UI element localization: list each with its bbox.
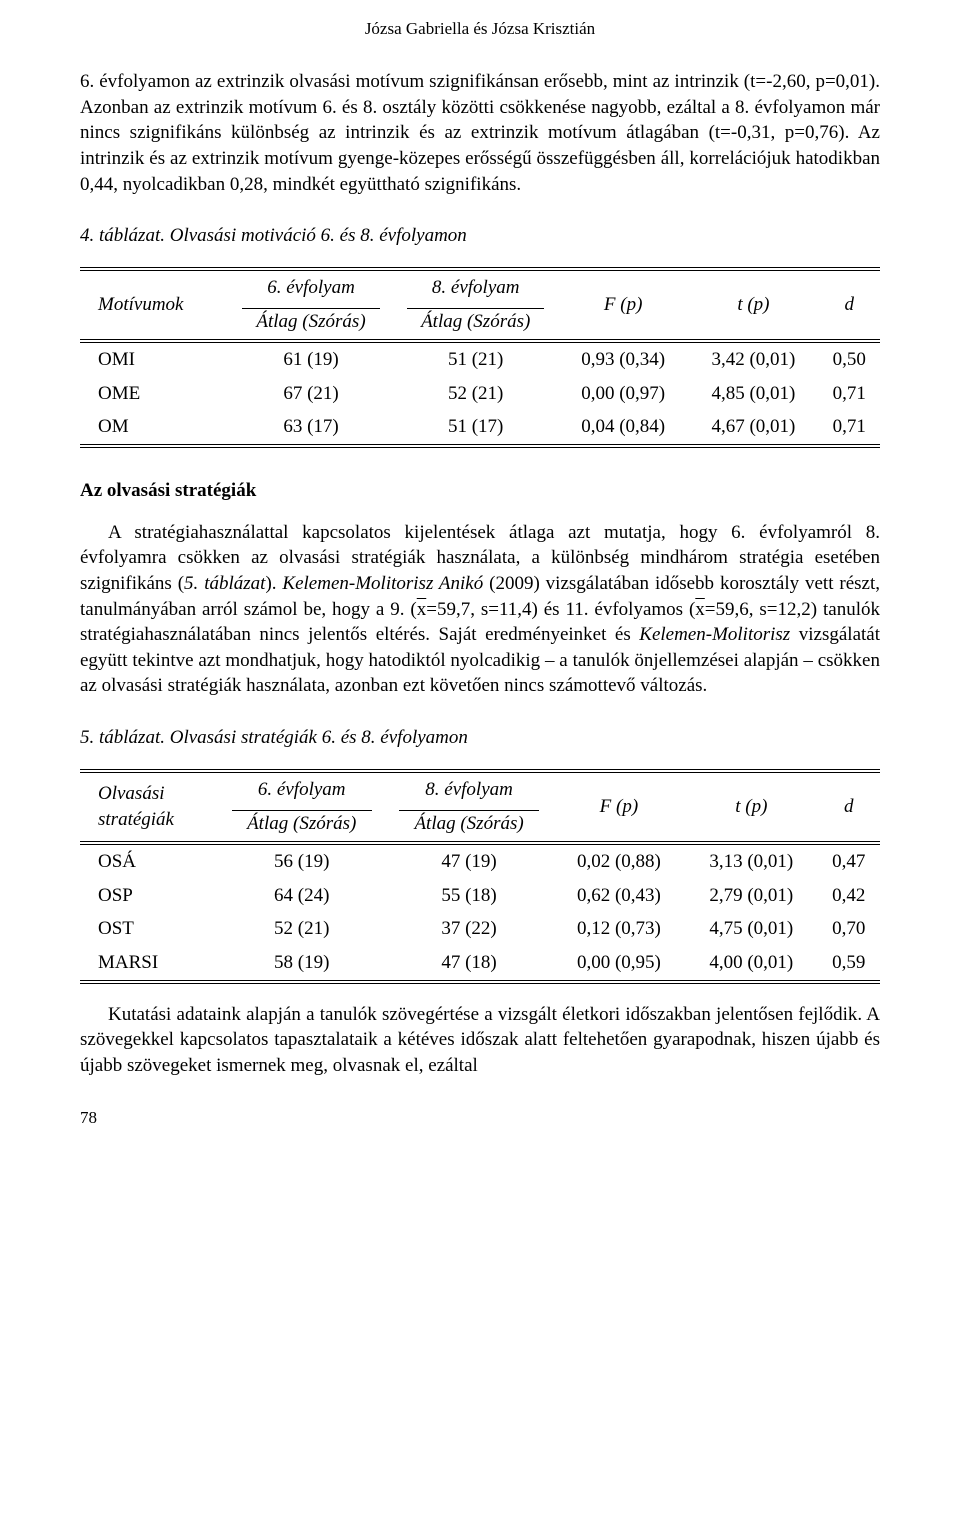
table-cell: 0,04 (0,84)	[558, 410, 688, 446]
table-cell: 61 (19)	[229, 341, 394, 377]
table-cell: 0,93 (0,34)	[558, 341, 688, 377]
table-cell: OMI	[80, 341, 229, 377]
table-cell: 0,47	[818, 843, 881, 879]
table-5: Olvasásistratégiák 6. évfolyam 8. évfoly…	[80, 769, 880, 984]
t2-head-strat: Olvasásistratégiák	[80, 771, 218, 843]
table-cell: 47 (19)	[385, 843, 552, 879]
t1-head-grade8: 8. évfolyam	[393, 269, 558, 305]
t1-head-motivumok: Motívumok	[80, 269, 229, 341]
table-cell: 0,70	[818, 912, 881, 946]
t2-head-grade8: 8. évfolyam	[385, 771, 552, 807]
table-cell: 63 (17)	[229, 410, 394, 446]
table-cell: OME	[80, 377, 229, 411]
table-cell: 4,00 (0,01)	[685, 946, 817, 982]
table-cell: 0,00 (0,97)	[558, 377, 688, 411]
table-cell: 37 (22)	[385, 912, 552, 946]
table-cell: OSP	[80, 879, 218, 913]
table-cell: 58 (19)	[218, 946, 385, 982]
section-heading-strategies: Az olvasási stratégiák	[80, 478, 880, 504]
table-cell: 52 (21)	[393, 377, 558, 411]
table-5-caption: 5. táblázat. Olvasási stratégiák 6. és 8…	[80, 725, 880, 751]
table-cell: 64 (24)	[218, 879, 385, 913]
table-cell: OST	[80, 912, 218, 946]
running-head: Józsa Gabriella és Józsa Krisztián	[80, 0, 880, 69]
table-cell: 0,71	[819, 377, 880, 411]
table-cell: 0,71	[819, 410, 880, 446]
body-paragraph-1: 6. évfolyamon az extrinzik olvasási motí…	[80, 69, 880, 197]
table-cell: OSÁ	[80, 843, 218, 879]
table-cell: MARSI	[80, 946, 218, 982]
t2-head-d: d	[818, 771, 881, 843]
table-cell: 67 (21)	[229, 377, 394, 411]
table-cell: 4,67 (0,01)	[688, 410, 818, 446]
t1-sub-1: Átlag (Szórás)	[229, 304, 394, 341]
t2-sub-1: Átlag (Szórás)	[218, 806, 385, 843]
table-cell: 0,00 (0,95)	[553, 946, 685, 982]
table-cell: 0,42	[818, 879, 881, 913]
table-cell: 3,13 (0,01)	[685, 843, 817, 879]
table-cell: 0,62 (0,43)	[553, 879, 685, 913]
table-cell: 52 (21)	[218, 912, 385, 946]
table-cell: 55 (18)	[385, 879, 552, 913]
table-cell: 0,02 (0,88)	[553, 843, 685, 879]
table-cell: 51 (17)	[393, 410, 558, 446]
t1-head-tp: t (p)	[688, 269, 818, 341]
t1-head-grade6: 6. évfolyam	[229, 269, 394, 305]
page-number: 78	[80, 1107, 880, 1130]
table-cell: 3,42 (0,01)	[688, 341, 818, 377]
table-cell: OM	[80, 410, 229, 446]
table-cell: 4,75 (0,01)	[685, 912, 817, 946]
table-4-caption: 4. táblázat. Olvasási motiváció 6. és 8.…	[80, 223, 880, 249]
table-cell: 0,12 (0,73)	[553, 912, 685, 946]
t1-sub-2: Átlag (Szórás)	[393, 304, 558, 341]
t1-head-fp: F (p)	[558, 269, 688, 341]
table-cell: 51 (21)	[393, 341, 558, 377]
t2-head-grade6: 6. évfolyam	[218, 771, 385, 807]
body-paragraph-3: Kutatási adataink alapján a tanulók szöv…	[80, 1002, 880, 1079]
body-paragraph-2: A stratégiahasználattal kapcsolatos kije…	[80, 520, 880, 699]
table-cell: 47 (18)	[385, 946, 552, 982]
table-cell: 56 (19)	[218, 843, 385, 879]
table-cell: 0,59	[818, 946, 881, 982]
table-cell: 2,79 (0,01)	[685, 879, 817, 913]
table-4: Motívumok 6. évfolyam 8. évfolyam F (p) …	[80, 267, 880, 448]
t2-sub-2: Átlag (Szórás)	[385, 806, 552, 843]
t1-head-d: d	[819, 269, 880, 341]
table-cell: 0,50	[819, 341, 880, 377]
t2-head-fp: F (p)	[553, 771, 685, 843]
t2-head-tp: t (p)	[685, 771, 817, 843]
table-cell: 4,85 (0,01)	[688, 377, 818, 411]
